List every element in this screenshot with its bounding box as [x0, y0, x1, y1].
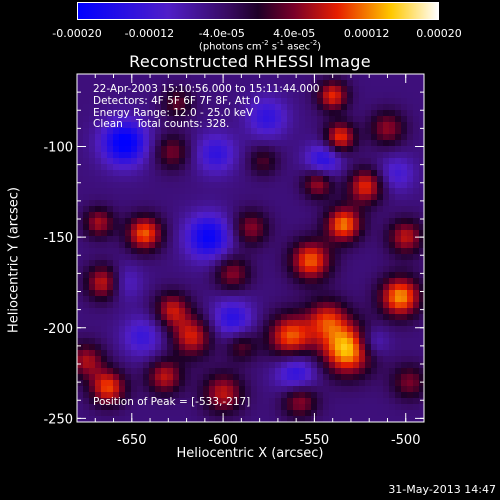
x-tick-label: -650 [117, 433, 147, 448]
colorbar-tick-label: -4.0e-05 [198, 27, 245, 40]
colorbar-unit-label: (photons cm-2 s-1 asec-2) [198, 39, 322, 53]
colorbar [77, 2, 439, 20]
y-tick-label: -100 [43, 141, 73, 156]
chart-title: Reconstructed RHESSI Image [129, 52, 371, 71]
x-tick-label: -500 [391, 433, 421, 448]
peak-position-label: Position of Peak = [-533,-217] [93, 396, 251, 408]
y-tick-label: -250 [43, 412, 73, 427]
info-line: Clean Total counts: 328. [93, 118, 230, 131]
info-box: 22-Apr-2003 15:10:56.000 to 15:11:44.000… [93, 83, 320, 131]
y-tick-label: -200 [43, 322, 73, 337]
y-tick-label: -150 [43, 231, 73, 246]
image-panel: 22-Apr-2003 15:10:56.000 to 15:11:44.000… [77, 74, 424, 422]
colorbar-tick-label: 4.0e-05 [273, 27, 316, 40]
info-line: Detectors: 4F 5F 6F 7F 8F, Att 0 [93, 94, 260, 107]
footer-date: 31-May-2013 14:47 [388, 483, 496, 496]
colorbar-tick-label: 0.00020 [416, 27, 462, 40]
colorbar-tick-label: -0.00012 [124, 27, 175, 40]
y-axis-label: Heliocentric Y (arcsec) [6, 187, 22, 333]
colorbar-tick-label: -0.00020 [52, 27, 102, 40]
x-axis-label: Heliocentric X (arcsec) [176, 446, 324, 461]
colorbar-tick-label: 0.00012 [343, 27, 390, 40]
